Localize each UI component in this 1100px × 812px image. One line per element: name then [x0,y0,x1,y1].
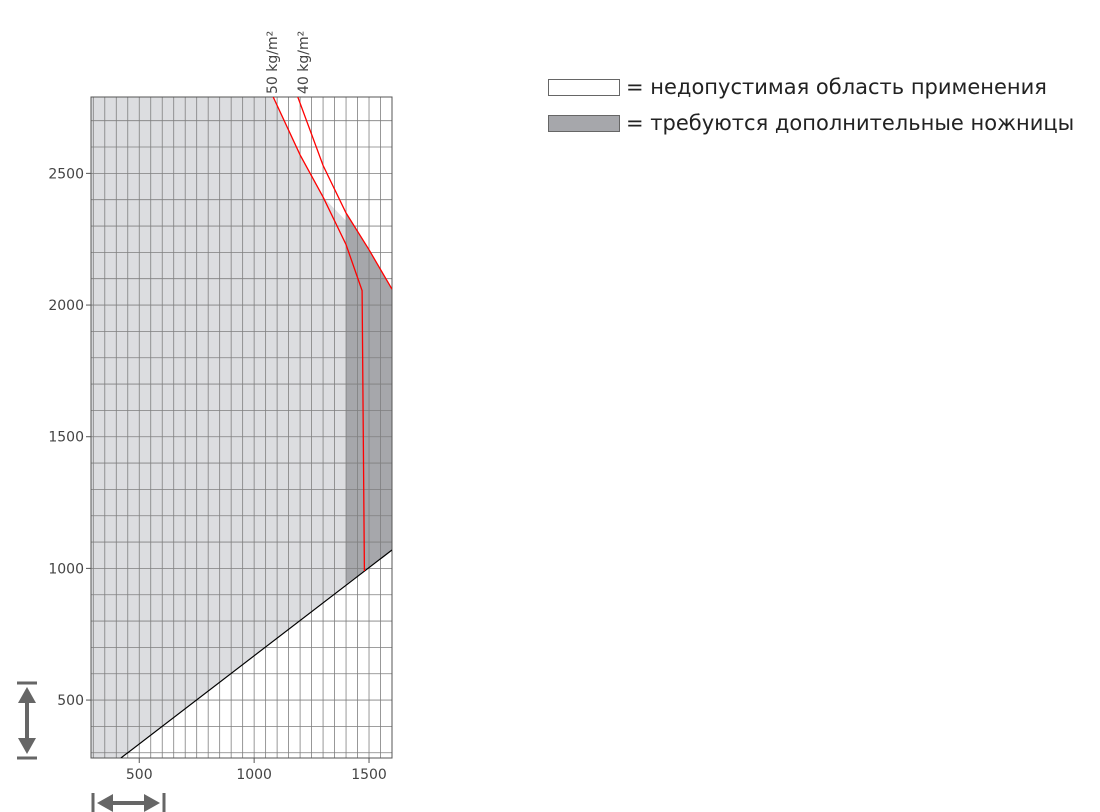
region-allowed [91,97,346,758]
vertical-arrow-head-up [18,687,36,703]
y-tick-label: 1000 [48,561,84,577]
min-line [120,549,392,758]
legend-label-not-allowed: = недопустимая область применения [626,75,1047,99]
limit-line-40 [297,97,392,290]
y-tick-label: 2500 [48,166,84,182]
horizontal-arrow-head-left [97,794,113,812]
legend: = недопустимая область применения = треб… [548,72,1074,144]
series-label-0: 50 kg/m² [265,31,281,94]
x-tick-label: 1500 [351,767,387,783]
plot-frame [90,96,393,759]
legend-item-extra-scissors: = требуются дополнительные ножницы [548,108,1074,138]
limit-line-50 [272,97,366,572]
legend-item-not-allowed: = недопустимая область применения [548,72,1074,102]
legend-swatch-extra-scissors [548,114,620,132]
horizontal-arrow-head-right [144,794,160,812]
series-label-1: 40 kg/m² [296,31,312,94]
x-tick-label: 1000 [236,767,272,783]
chart-plot: 50 kg/m² 40 kg/m² 500 1000 1500 2000 2500 500 10… [17,31,393,812]
legend-label-extra-scissors: = требуются дополнительные ножницы [626,111,1075,135]
y-tick-label: 2000 [48,298,84,314]
y-tick-label: 1500 [48,430,84,446]
legend-swatch-not-allowed [548,78,620,96]
vertical-arrow-head-down [18,738,36,754]
y-tick-label: 500 [57,693,84,709]
x-tick-label: 500 [126,767,153,783]
